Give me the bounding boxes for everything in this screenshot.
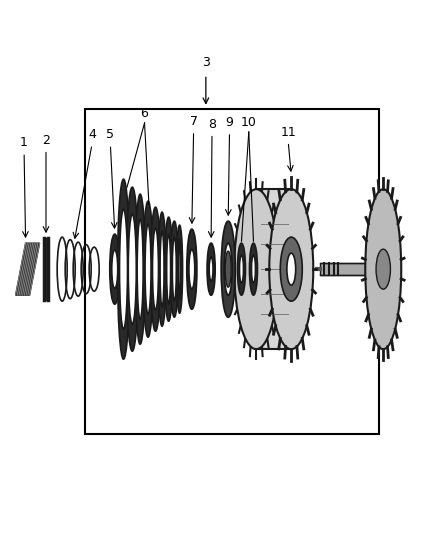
- Text: 10: 10: [241, 116, 257, 129]
- Text: 2: 2: [42, 134, 50, 147]
- Ellipse shape: [187, 229, 197, 309]
- Ellipse shape: [172, 237, 177, 301]
- Ellipse shape: [145, 224, 151, 314]
- Ellipse shape: [137, 219, 143, 319]
- Ellipse shape: [179, 239, 180, 299]
- Bar: [85, 109, 379, 434]
- Ellipse shape: [151, 207, 160, 331]
- Ellipse shape: [158, 212, 166, 326]
- Ellipse shape: [160, 231, 164, 307]
- Ellipse shape: [225, 251, 231, 287]
- Ellipse shape: [269, 189, 313, 349]
- Ellipse shape: [287, 253, 296, 285]
- Ellipse shape: [251, 255, 255, 283]
- Polygon shape: [16, 243, 39, 295]
- Ellipse shape: [234, 189, 278, 349]
- Text: 1: 1: [20, 136, 28, 149]
- Ellipse shape: [224, 243, 232, 295]
- Ellipse shape: [376, 249, 390, 289]
- Ellipse shape: [166, 234, 171, 304]
- Text: 6: 6: [141, 107, 148, 120]
- Text: 7: 7: [190, 115, 198, 128]
- Ellipse shape: [128, 214, 136, 324]
- Ellipse shape: [170, 221, 178, 317]
- Ellipse shape: [177, 225, 183, 313]
- Ellipse shape: [135, 194, 145, 344]
- Ellipse shape: [189, 249, 195, 289]
- Ellipse shape: [250, 243, 258, 295]
- Bar: [320, 263, 383, 275]
- Text: 4: 4: [88, 128, 96, 141]
- Ellipse shape: [110, 234, 120, 304]
- Ellipse shape: [221, 221, 235, 317]
- Ellipse shape: [207, 243, 215, 295]
- Ellipse shape: [143, 201, 153, 337]
- Ellipse shape: [365, 189, 401, 349]
- Ellipse shape: [126, 187, 138, 351]
- Text: 5: 5: [106, 128, 114, 141]
- Ellipse shape: [280, 237, 302, 301]
- Ellipse shape: [165, 217, 173, 321]
- Text: 9: 9: [226, 116, 233, 129]
- Ellipse shape: [152, 228, 159, 310]
- Ellipse shape: [112, 250, 118, 288]
- Ellipse shape: [117, 179, 130, 359]
- Text: 3: 3: [202, 56, 210, 69]
- Ellipse shape: [120, 209, 127, 329]
- Text: 11: 11: [280, 126, 296, 139]
- Ellipse shape: [209, 257, 213, 281]
- Text: 8: 8: [208, 118, 216, 131]
- Polygon shape: [256, 189, 291, 349]
- Ellipse shape: [237, 243, 245, 295]
- Ellipse shape: [240, 255, 244, 283]
